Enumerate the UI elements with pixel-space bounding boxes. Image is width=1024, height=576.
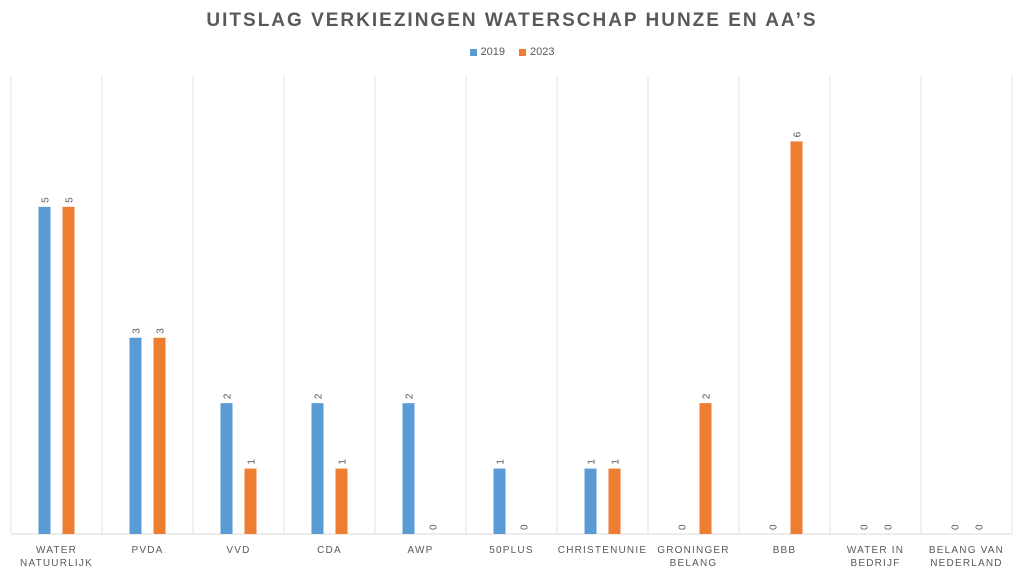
category-label-0: NATUURLIJK — [20, 558, 93, 569]
bar-2019-0 — [38, 206, 51, 534]
data-label-2023-2: 1 — [247, 459, 258, 465]
category-label-5: 50PLUS — [489, 545, 533, 556]
data-label-2019-3: 2 — [314, 393, 325, 399]
data-label-2019-4: 2 — [405, 393, 416, 399]
category-label-8: BBB — [773, 545, 797, 556]
bar-2019-4 — [402, 403, 415, 534]
category-label-7: BELANG — [670, 558, 718, 569]
data-label-2023-9: 0 — [884, 524, 895, 530]
category-label-10: NEDERLAND — [930, 558, 1002, 569]
legend-label-2019: 2019 — [480, 46, 505, 58]
bar-2023-1 — [153, 337, 166, 534]
data-label-2019-5: 1 — [496, 459, 507, 465]
category-label-2: VVD — [226, 545, 250, 556]
data-label-2019-0: 5 — [41, 197, 52, 203]
data-label-2023-0: 5 — [65, 197, 76, 203]
data-label-2023-10: 0 — [975, 524, 986, 530]
data-label-2019-1: 3 — [132, 328, 143, 334]
legend-swatch-2019 — [469, 48, 477, 56]
bar-2019-2 — [220, 403, 233, 534]
category-label-0: WATER — [36, 545, 77, 556]
data-label-2019-2: 2 — [223, 393, 234, 399]
data-label-2023-4: 0 — [429, 524, 440, 530]
bar-2019-5 — [493, 468, 506, 534]
data-label-2023-3: 1 — [338, 459, 349, 465]
category-label-1: PVDA — [131, 545, 163, 556]
category-label-7: GRONINGER — [657, 545, 729, 556]
bar-2019-6 — [584, 468, 597, 534]
bar-2023-2 — [244, 468, 257, 534]
category-label-4: AWP — [407, 545, 433, 556]
data-label-2023-6: 1 — [611, 459, 622, 465]
data-label-2019-6: 1 — [587, 459, 598, 465]
legend-item-2023: 2023 — [519, 46, 554, 58]
bar-2019-1 — [129, 337, 142, 534]
legend-item-2019: 2019 — [469, 46, 505, 58]
bar-2023-6 — [608, 468, 621, 534]
bar-2019-3 — [311, 403, 324, 534]
data-label-2023-7: 2 — [702, 393, 713, 399]
category-label-9: BEDRIJF — [850, 558, 900, 569]
bar-2023-0 — [62, 206, 75, 534]
category-label-3: CDA — [317, 545, 342, 556]
data-label-2019-8: 0 — [769, 524, 780, 530]
data-label-2023-1: 3 — [156, 328, 167, 334]
category-label-6: CHRISTENUNIE — [558, 545, 647, 556]
data-label-2023-8: 6 — [793, 131, 804, 137]
data-label-2019-7: 0 — [678, 524, 689, 530]
data-label-2023-5: 0 — [520, 524, 531, 530]
category-label-9: WATER IN — [847, 545, 904, 556]
data-label-2019-9: 0 — [860, 524, 871, 530]
chart-title: UITSLAG VERKIEZINGEN WATERSCHAP HUNZE EN… — [206, 10, 818, 31]
bar-2023-8 — [790, 141, 803, 534]
legend: 2019 2023 — [0, 46, 1024, 58]
data-label-2019-10: 0 — [951, 524, 962, 530]
legend-swatch-2023 — [519, 48, 526, 56]
bar-2023-7 — [699, 403, 712, 534]
bar-2023-3 — [335, 468, 348, 534]
legend-label-2023: 2023 — [530, 46, 555, 58]
category-label-10: BELANG VAN — [929, 545, 1004, 556]
